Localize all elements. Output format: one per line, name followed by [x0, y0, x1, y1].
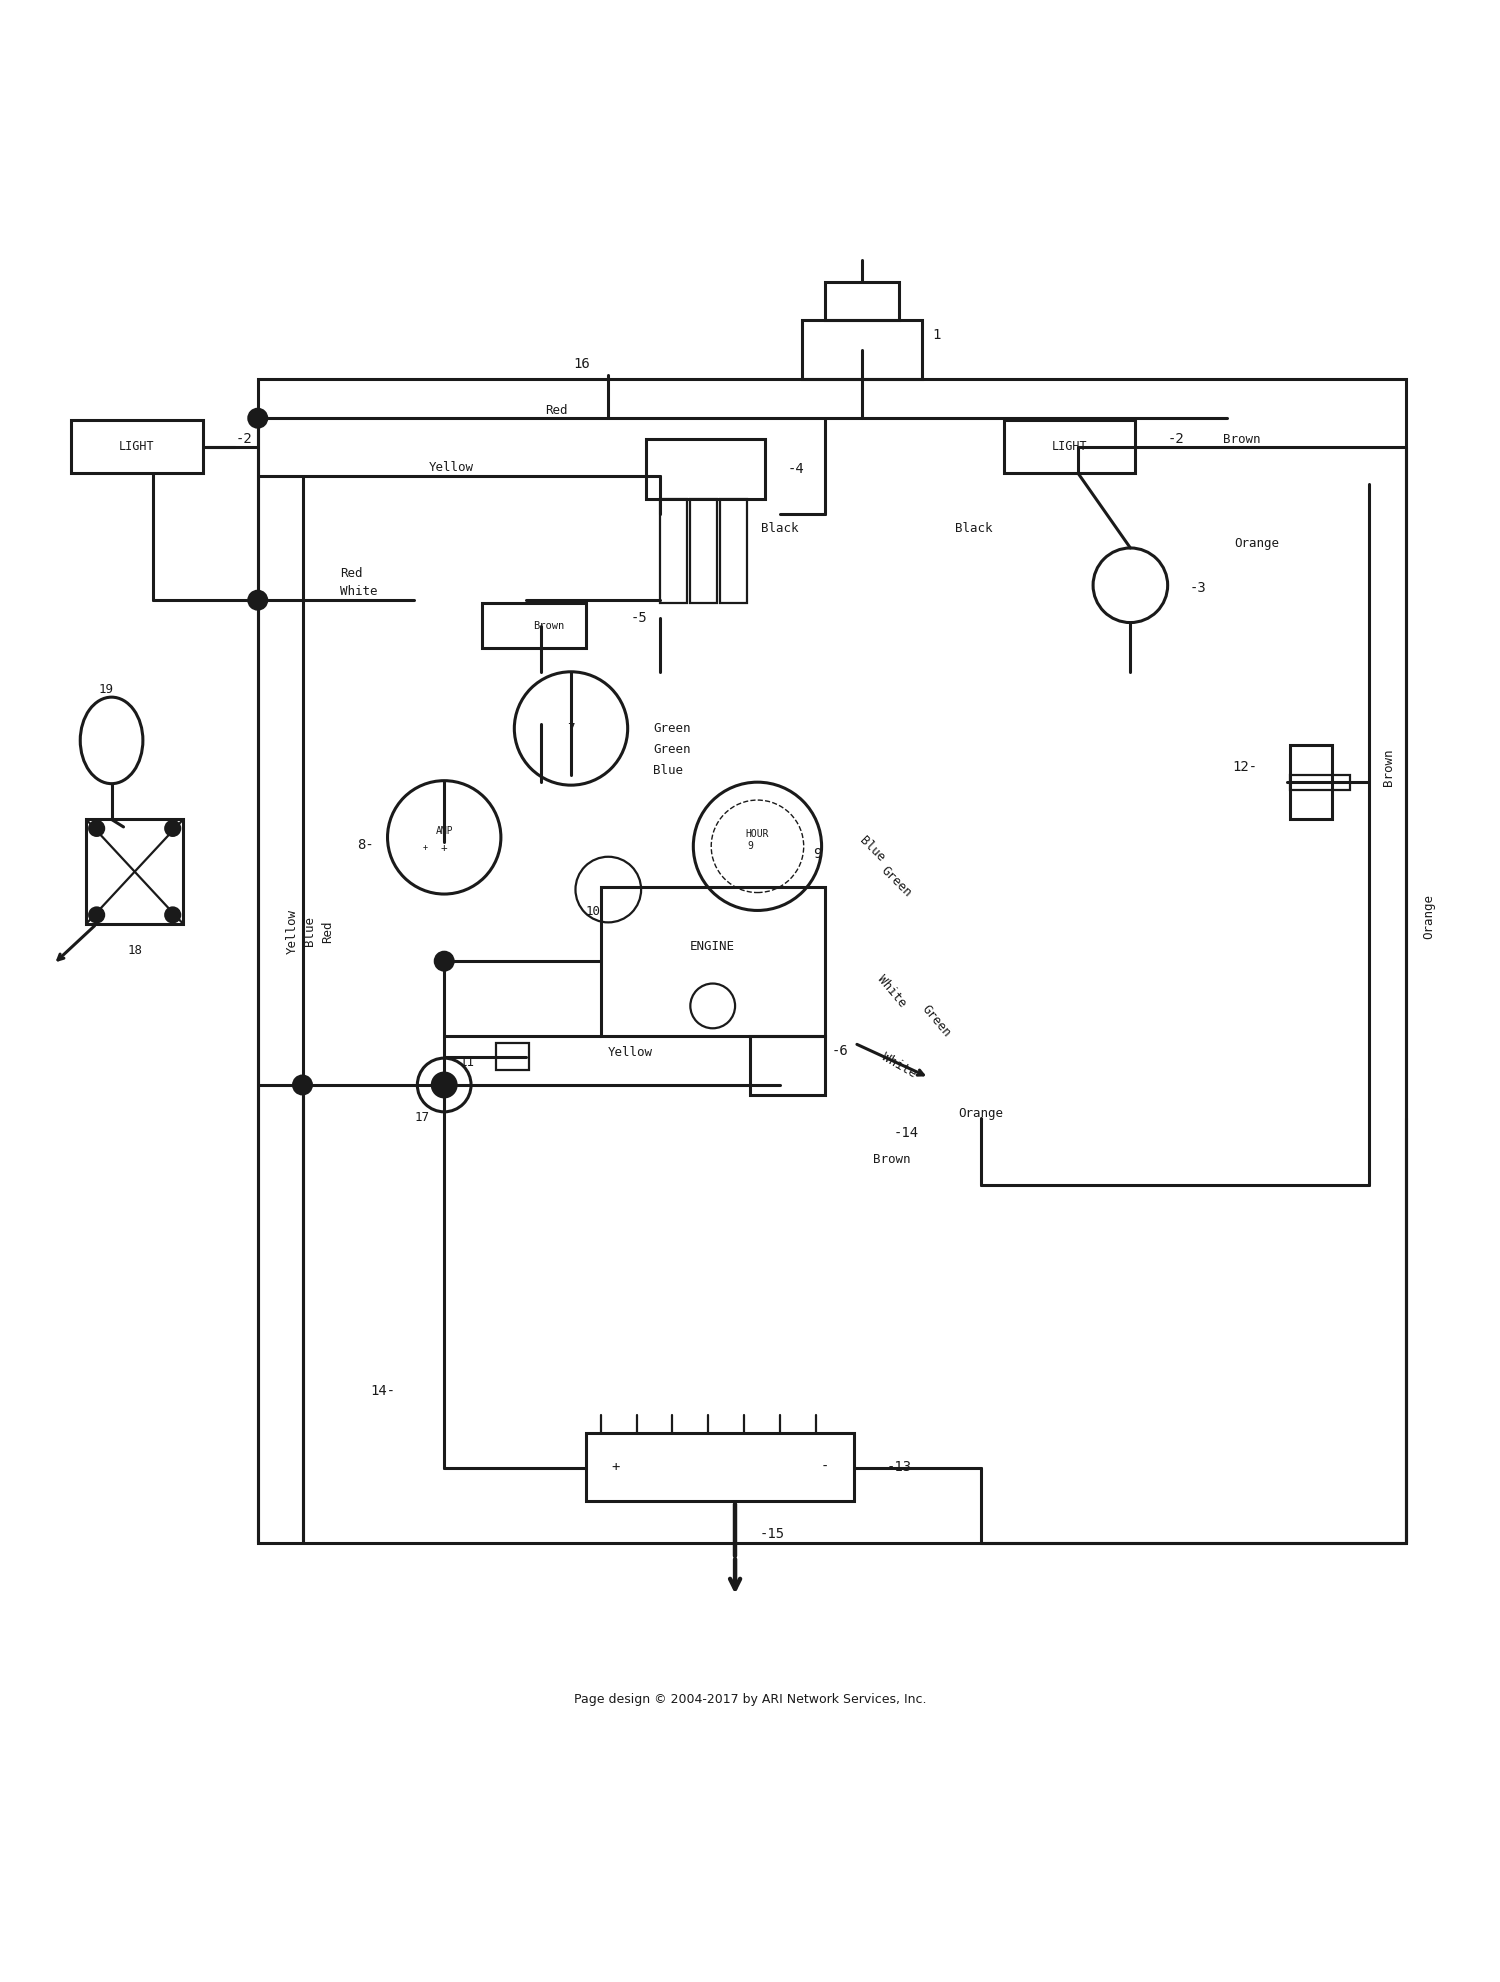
Text: Green: Green	[652, 743, 690, 755]
Circle shape	[693, 783, 822, 910]
Bar	[496, 1043, 530, 1070]
Bar	[660, 499, 687, 603]
Bar	[258, 379, 1407, 1542]
Text: 18: 18	[128, 943, 142, 957]
Text: 16: 16	[573, 357, 591, 371]
Circle shape	[432, 1072, 456, 1096]
Text: Red: Red	[340, 567, 363, 581]
Circle shape	[690, 983, 735, 1029]
Text: -6: -6	[831, 1045, 848, 1058]
Text: Black: Black	[956, 521, 993, 535]
Text: White: White	[340, 585, 378, 599]
Circle shape	[249, 591, 267, 608]
Text: -: -	[821, 1461, 830, 1475]
Text: 8-: 8-	[357, 838, 374, 852]
Text: 7: 7	[567, 721, 574, 735]
Bar	[72, 420, 202, 474]
Text: Yellow: Yellow	[285, 910, 298, 953]
Circle shape	[387, 781, 501, 894]
Text: 11: 11	[459, 1056, 474, 1068]
Text: +: +	[423, 842, 427, 852]
Text: Brown: Brown	[873, 1154, 910, 1165]
Text: Orange: Orange	[1234, 537, 1280, 549]
Bar	[802, 319, 921, 379]
Text: +: +	[612, 1461, 620, 1475]
Bar	[825, 283, 898, 319]
Circle shape	[165, 908, 180, 922]
Text: -3: -3	[1190, 581, 1208, 595]
Text: LIGHT: LIGHT	[1052, 440, 1088, 454]
Text: -4: -4	[788, 462, 804, 476]
Bar	[602, 886, 825, 1037]
Text: 19: 19	[98, 684, 112, 696]
Text: -2: -2	[236, 432, 252, 446]
Circle shape	[88, 908, 104, 922]
Text: Brown: Brown	[1224, 432, 1262, 446]
Circle shape	[435, 951, 453, 969]
Bar	[86, 819, 183, 924]
Text: HOUR: HOUR	[746, 828, 770, 838]
Circle shape	[417, 1058, 471, 1112]
Text: Red: Red	[544, 404, 567, 418]
Text: 10: 10	[586, 906, 602, 918]
Text: Blue: Blue	[303, 916, 316, 945]
Circle shape	[88, 821, 104, 836]
Circle shape	[514, 672, 627, 785]
Bar	[1290, 775, 1350, 789]
Bar	[482, 603, 586, 648]
Circle shape	[249, 408, 267, 428]
Text: 14-: 14-	[370, 1383, 394, 1397]
Text: Yellow: Yellow	[608, 1046, 652, 1058]
Text: Green: Green	[920, 1003, 954, 1039]
Text: -13: -13	[886, 1461, 912, 1475]
Text: 9: 9	[813, 846, 822, 860]
Text: Orange: Orange	[1422, 894, 1436, 939]
Text: White: White	[879, 1050, 918, 1080]
Text: +: +	[441, 842, 447, 852]
Text: -5: -5	[630, 610, 648, 624]
Text: -14: -14	[894, 1126, 920, 1140]
Text: -2: -2	[1167, 432, 1185, 446]
Bar	[720, 499, 747, 603]
Text: 9: 9	[747, 840, 753, 852]
Circle shape	[294, 1076, 312, 1094]
Text: Blue: Blue	[652, 763, 682, 777]
Text: AMP: AMP	[435, 826, 453, 836]
Ellipse shape	[80, 698, 142, 783]
Bar	[750, 1037, 825, 1096]
Text: Brown: Brown	[1382, 749, 1395, 787]
Text: 12-: 12-	[1232, 761, 1257, 775]
Text: 1: 1	[933, 327, 940, 341]
Bar	[1004, 420, 1136, 474]
Text: -15: -15	[760, 1526, 784, 1540]
Text: Green: Green	[879, 864, 914, 900]
Bar	[1290, 745, 1332, 819]
Text: Black: Black	[760, 521, 798, 535]
Text: 17: 17	[414, 1112, 429, 1124]
Circle shape	[1094, 547, 1167, 622]
Text: LIGHT: LIGHT	[118, 440, 154, 454]
Text: Blue: Blue	[856, 834, 888, 864]
Circle shape	[435, 1076, 453, 1094]
Bar	[690, 499, 717, 603]
Text: Brown: Brown	[532, 620, 564, 630]
Text: Orange: Orange	[958, 1106, 1004, 1120]
Text: Yellow: Yellow	[429, 462, 474, 474]
Circle shape	[165, 821, 180, 836]
Bar	[586, 1433, 855, 1500]
Circle shape	[576, 856, 640, 922]
Bar	[645, 440, 765, 499]
Text: Green: Green	[652, 721, 690, 735]
Text: Page design © 2004-2017 by ARI Network Services, Inc.: Page design © 2004-2017 by ARI Network S…	[573, 1693, 926, 1707]
Text: Red: Red	[321, 920, 334, 943]
Text: White: White	[874, 973, 909, 1009]
Text: ENGINE: ENGINE	[690, 939, 735, 953]
